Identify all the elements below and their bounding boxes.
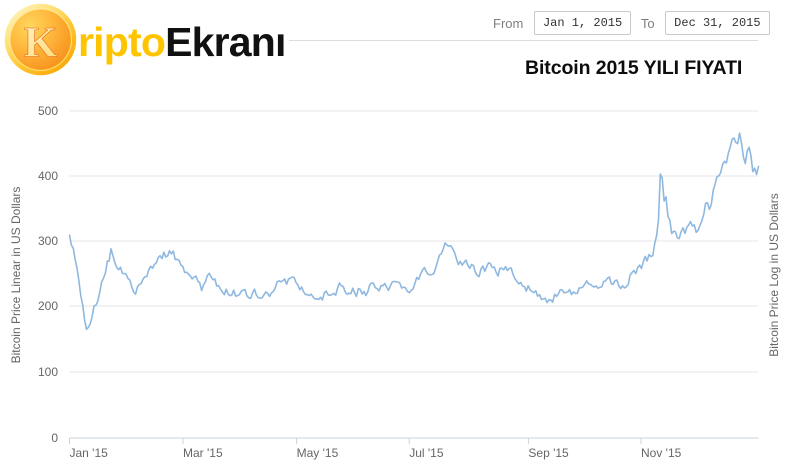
svg-text:0: 0 [51,431,58,445]
svg-text:Bitcoin Price Log in US Dollar: Bitcoin Price Log in US Dollars [767,193,781,356]
svg-text:Nov '15: Nov '15 [641,446,682,460]
svg-text:Mar '15: Mar '15 [183,446,223,460]
svg-text:500: 500 [38,104,58,118]
svg-text:200: 200 [38,299,58,313]
svg-text:Jan '15: Jan '15 [70,446,109,460]
svg-text:300: 300 [38,234,58,248]
svg-text:Jul '15: Jul '15 [409,446,444,460]
svg-text:Bitcoin Price Linear in US Dol: Bitcoin Price Linear in US Dollars [9,187,23,364]
svg-text:400: 400 [38,169,58,183]
svg-text:Sep '15: Sep '15 [528,446,569,460]
svg-text:May '15: May '15 [297,446,339,460]
svg-text:100: 100 [38,365,58,379]
